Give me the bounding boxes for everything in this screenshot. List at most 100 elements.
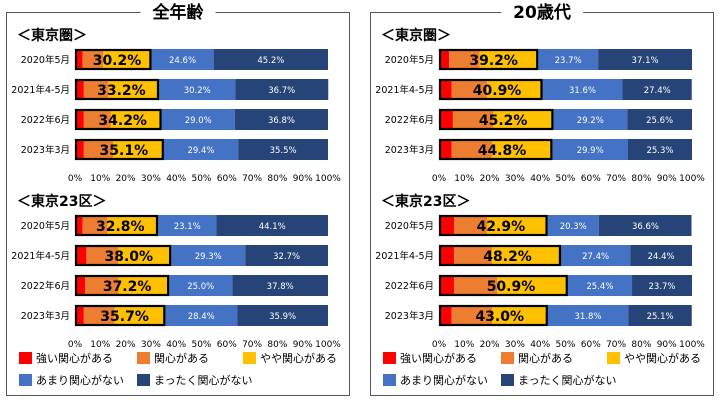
x-tick-label: 30%: [505, 340, 525, 350]
bar-segment: [567, 275, 633, 296]
x-tick-label: 100%: [315, 340, 341, 350]
x-tick-label: 10%: [454, 340, 474, 350]
bar-segment: [598, 215, 692, 236]
category-label: 2023年3月: [21, 144, 70, 156]
x-tick-label: 40%: [166, 340, 186, 350]
x-tick-label: 50%: [191, 174, 211, 184]
category-label: 2022年6月: [385, 114, 434, 126]
bar-segment: [628, 305, 692, 326]
bar-segment: [113, 139, 164, 160]
bar-segment: [118, 245, 172, 266]
x-tick-label: 0%: [432, 340, 447, 350]
bar-segment: [547, 215, 599, 236]
x-tick-label: 20%: [116, 340, 136, 350]
legend-label: 強い関心がある: [400, 352, 477, 365]
bar-segment: [553, 109, 628, 130]
highlight-label: 40.9%: [473, 83, 522, 99]
stacked-bar-chart: ＜東京23区＞ 2020年5月 32.8% 23.1% 44.1% 2021年4-5月 38…: [11, 193, 341, 350]
x-tick-label: 70%: [242, 174, 262, 184]
category-label: 2020年5月: [21, 220, 70, 232]
bar-segment: [454, 245, 493, 266]
highlight-box: [74, 304, 166, 327]
highlight-box: [438, 138, 553, 161]
bar-segment: [169, 275, 233, 296]
bar-segment: [75, 139, 84, 160]
data-label: 36.6%: [632, 222, 659, 232]
highlight-box: [74, 48, 152, 71]
category-label: 2023年3月: [385, 310, 434, 322]
x-tick-label: 90%: [657, 340, 677, 350]
legend-swatch: [501, 352, 514, 364]
data-label: 27.4%: [582, 252, 609, 262]
highlight-box: [74, 78, 160, 101]
highlight-box: [74, 138, 164, 161]
chart-title: ＜東京23区＞: [17, 193, 106, 210]
legend-label: あまり関心がない: [36, 374, 124, 387]
x-tick-label: 70%: [606, 174, 626, 184]
x-tick-label: 100%: [315, 174, 341, 184]
bar-segment: [213, 49, 328, 70]
category-label: 2020年5月: [385, 220, 434, 232]
legend-item: まったく関心がない: [501, 373, 617, 387]
legend-item: まったく関心がない: [137, 373, 253, 387]
bar-segment: [83, 109, 111, 130]
category-label: 2020年5月: [21, 54, 70, 66]
data-label: 23.7%: [555, 56, 582, 66]
bar-segment: [118, 275, 170, 296]
legend-item: 強い関心がある: [19, 351, 113, 365]
data-label: 37.1%: [632, 56, 659, 66]
bar-segment: [114, 305, 166, 326]
data-label: 30.2%: [184, 86, 211, 96]
bar-segment: [493, 109, 554, 130]
panel-all-ages: 全年齢 ＜東京圏＞ 2020年5月 30.2% 24.6% 45.2% 2021年4-5月…: [6, 3, 350, 396]
highlight-box: [438, 108, 554, 131]
bar-segment: [451, 305, 493, 326]
legend-item: 関心がある: [501, 351, 573, 365]
x-tick-label: 20%: [480, 174, 500, 184]
x-tick-label: 80%: [267, 174, 287, 184]
bar-segment: [439, 49, 450, 70]
legend-label: やや関心がある: [624, 352, 701, 365]
legend-swatch: [383, 374, 396, 386]
x-tick-label: 60%: [217, 340, 237, 350]
bar-segment: [542, 79, 623, 100]
bar-segment: [492, 139, 553, 160]
highlight-label: 30.2%: [93, 53, 142, 69]
data-label: 35.5%: [270, 146, 297, 156]
x-tick-label: 10%: [90, 340, 110, 350]
chart-title: ＜東京圏＞: [17, 27, 87, 44]
x-tick-label: 90%: [293, 340, 313, 350]
bar-segment: [235, 79, 329, 100]
legend-label: 関心がある: [518, 352, 573, 365]
legend-item: 関心がある: [137, 351, 209, 365]
highlight-label: 42.9%: [477, 219, 526, 235]
legend-label: 強い関心がある: [36, 352, 113, 365]
x-tick-label: 40%: [530, 340, 550, 350]
category-label: 2021年4-5月: [375, 250, 434, 262]
x-tick-label: 90%: [293, 174, 313, 184]
bar-segment: [232, 275, 328, 296]
bar-segment: [82, 215, 108, 236]
category-label: 2020年5月: [385, 54, 434, 66]
x-tick-label: 100%: [679, 174, 705, 184]
bar-segment: [439, 79, 452, 100]
bar-segment: [216, 215, 328, 236]
x-tick-label: 20%: [116, 174, 136, 184]
legend-label: まったく関心がない: [518, 374, 617, 387]
x-tick-label: 40%: [530, 174, 550, 184]
data-label: 25.6%: [646, 116, 673, 126]
chart-title: ＜東京23区＞: [381, 193, 470, 210]
bar-segment: [234, 109, 328, 130]
bar-segment: [75, 305, 84, 326]
bar-segment: [454, 275, 498, 296]
bar-segment: [75, 109, 84, 130]
bar-segment: [487, 79, 543, 100]
highlight-label: 38.0%: [104, 249, 153, 265]
highlight-label: 35.7%: [100, 309, 149, 325]
bar-segment: [75, 245, 87, 266]
x-tick-label: 70%: [606, 340, 626, 350]
highlight-box: [438, 48, 539, 71]
x-tick-label: 60%: [217, 174, 237, 184]
legend-swatch: [137, 374, 150, 386]
category-label: 2022年6月: [21, 114, 70, 126]
